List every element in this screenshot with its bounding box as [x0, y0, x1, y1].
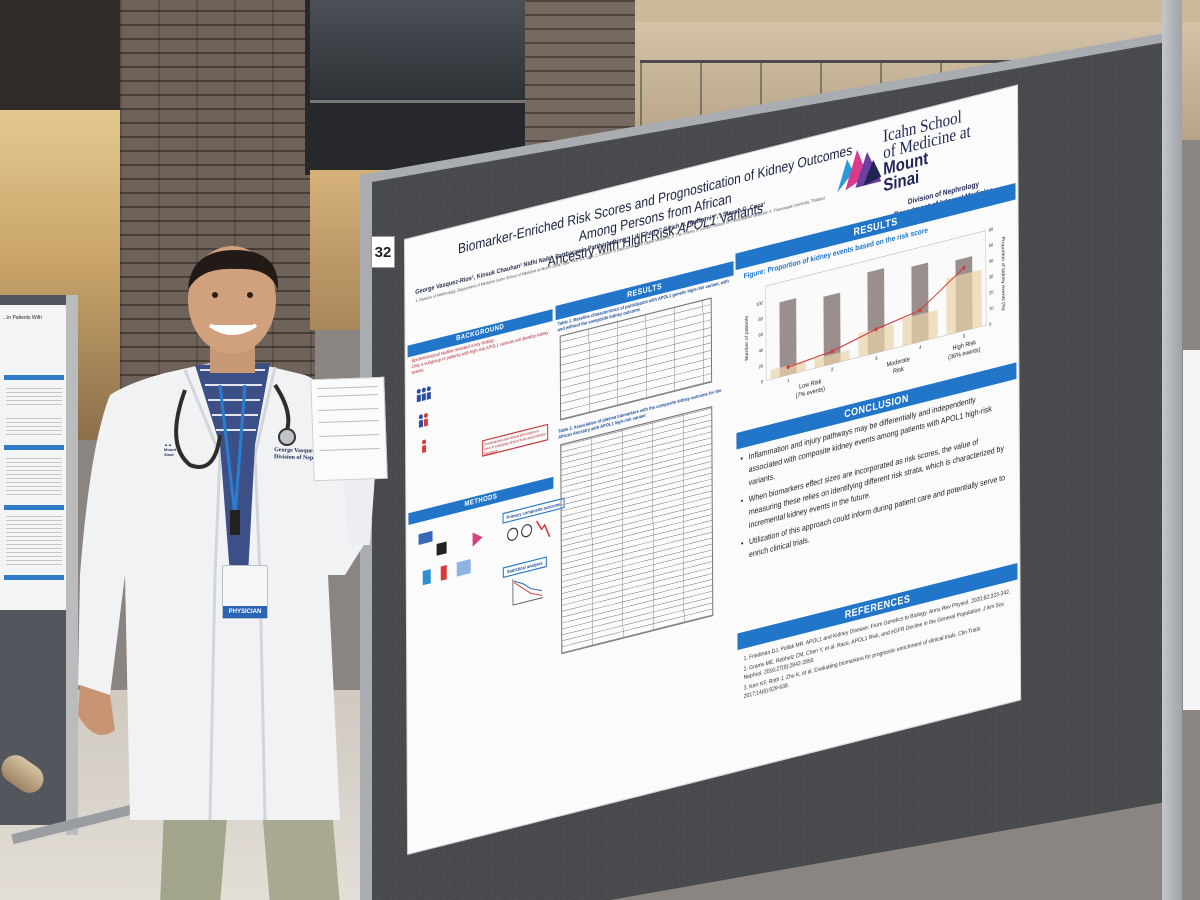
background-dark-wall [0, 0, 125, 115]
stethoscope [174, 389, 222, 469]
y2-tick-label: 30 [989, 273, 994, 280]
side-poster-stand [66, 295, 78, 835]
neighbor-poster-edge [1183, 350, 1200, 710]
event-rate-point [830, 349, 834, 354]
y-axis-label: Number of patients [744, 315, 750, 362]
survival-curve-icon [512, 578, 543, 606]
y2-axis-label: Proportion of kidney events (%) [1000, 236, 1006, 312]
coat-logo: ▲▲ Mount Sinai [164, 442, 176, 457]
y-tick-label: 100 [756, 300, 763, 307]
mount-sinai-logo-icon [837, 149, 882, 193]
y2-tick-label: 60 [989, 226, 994, 233]
brick-column [120, 0, 315, 390]
subgroup-icon [418, 413, 428, 428]
side-poster-bar [4, 505, 64, 510]
inner-bar [902, 309, 938, 347]
y-tick-label: 80 [758, 316, 763, 323]
x-tick-label: 2 [831, 366, 834, 372]
event-rate-point [874, 327, 878, 332]
x-tick-label: 5 [963, 333, 966, 339]
inner-bar [946, 269, 982, 336]
badge-label: PHYSICIAN [223, 606, 267, 618]
bar [779, 298, 797, 378]
y-tick-label: 0 [761, 379, 764, 385]
side-poster-block [6, 455, 62, 495]
risk-score-chart: 0 20 40 60 80 100 0 10 20 30 40 50 60 Number of patie… [744, 226, 1006, 400]
ceiling-beam [635, 0, 1200, 22]
bar [823, 292, 841, 367]
inner-bar [814, 350, 850, 369]
affected-patient-icon [422, 439, 427, 454]
id-badge: PHYSICIAN [222, 565, 268, 619]
y2-tick-label: 50 [989, 242, 994, 249]
y-tick-label: 20 [759, 363, 764, 370]
side-poster-block [6, 515, 62, 565]
y2-tick-label: 10 [989, 305, 994, 312]
board-stand [1162, 0, 1182, 900]
side-poster-bar [4, 375, 64, 380]
hair [188, 250, 279, 290]
population-icon [416, 386, 431, 403]
event-rate-point [918, 308, 922, 313]
y-tick-label: 40 [759, 347, 764, 354]
table2 [560, 405, 714, 655]
side-poster-block [6, 415, 62, 435]
side-poster-block [6, 385, 62, 405]
side-poster-bar [4, 445, 64, 450]
side-poster-bar [4, 575, 64, 580]
outcome-icons [507, 520, 551, 541]
x-tick-label: 1 [787, 377, 790, 383]
y2-tick-label: 0 [989, 321, 992, 327]
event-rate-point [962, 265, 966, 270]
side-poster-title: ...in Patients With [3, 315, 42, 321]
event-rate-point [786, 365, 790, 370]
handout-sheet [310, 376, 388, 482]
left-hand [78, 685, 115, 735]
board-number: 32 [371, 236, 395, 268]
y2-tick-label: 40 [989, 258, 994, 265]
inner-bar [770, 361, 806, 380]
x-tick-label: 3 [875, 355, 878, 361]
y2-tick-label: 20 [989, 289, 994, 296]
y-tick-label: 60 [758, 332, 763, 339]
methods-arrow-icon [472, 530, 483, 547]
side-poster: ...in Patients With [0, 305, 70, 610]
research-poster: Biomarker-Enriched Risk Scores and Progn… [405, 85, 1021, 854]
methods-schematic-icon [418, 530, 471, 586]
inner-bar [858, 324, 894, 358]
x-tick-label: 4 [919, 344, 922, 350]
institution-logo: Icahn School of Medicine at Mount Sinai … [837, 94, 1013, 244]
background-highlight-box: Translational and clinical information i… [482, 423, 549, 457]
glass-railing [310, 0, 525, 103]
group-label-sub: Risk [893, 365, 905, 375]
